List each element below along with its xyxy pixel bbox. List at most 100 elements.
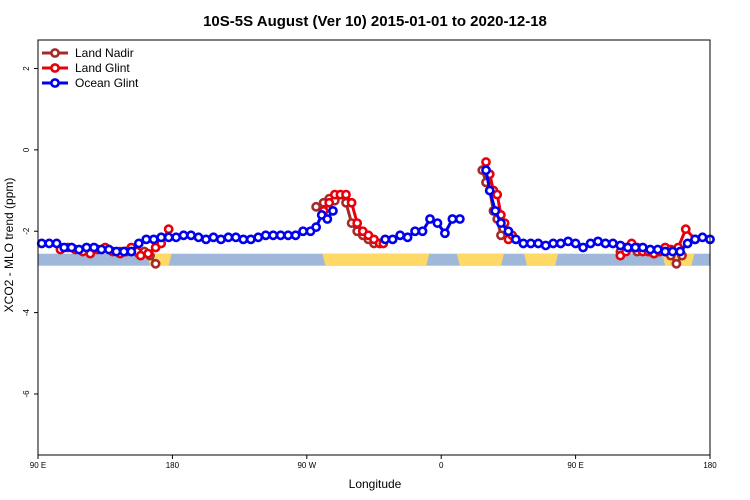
data-point xyxy=(608,238,618,249)
legend-marker xyxy=(50,63,60,73)
y-tick-label: -6 xyxy=(22,390,31,398)
data-point xyxy=(417,226,428,237)
data-point xyxy=(150,258,161,269)
data-point xyxy=(133,238,144,249)
legend-label: Land Nadir xyxy=(75,46,134,60)
data-point xyxy=(341,189,351,200)
x-tick-label: 180 xyxy=(703,461,717,470)
data-point xyxy=(51,238,62,249)
data-point xyxy=(387,234,398,245)
series-ocean-glint xyxy=(36,165,715,257)
data-point xyxy=(622,242,633,253)
data-point xyxy=(533,238,544,249)
data-point xyxy=(311,201,322,212)
data-point xyxy=(615,240,626,251)
data-point xyxy=(496,218,506,228)
data-point xyxy=(89,242,99,253)
data-point xyxy=(171,232,182,243)
data-point xyxy=(540,240,551,251)
chart-title: 10S-5S August (Ver 10) 2015-01-01 to 202… xyxy=(203,13,547,30)
data-point xyxy=(425,214,435,224)
data-point xyxy=(682,238,693,249)
data-point xyxy=(555,238,566,249)
data-point xyxy=(352,218,363,228)
data-point xyxy=(59,242,70,253)
data-point xyxy=(637,242,648,253)
data-point xyxy=(548,238,559,249)
data-point xyxy=(697,232,708,243)
data-point xyxy=(593,236,603,247)
data-point xyxy=(496,230,506,241)
data-point xyxy=(484,185,495,196)
data-point xyxy=(380,234,391,245)
data-point xyxy=(447,214,458,224)
data-point xyxy=(440,228,450,239)
data-point xyxy=(104,244,114,255)
data-point xyxy=(600,238,611,249)
data-point xyxy=(322,214,333,224)
land-band-segment xyxy=(456,253,504,266)
data-point xyxy=(652,244,663,255)
data-point xyxy=(503,226,514,237)
data-point xyxy=(156,232,167,243)
data-point xyxy=(671,258,682,269)
data-point xyxy=(143,248,154,259)
data-point xyxy=(395,230,406,241)
data-point xyxy=(230,232,241,243)
data-point xyxy=(216,234,226,245)
data-point xyxy=(311,222,322,233)
data-point xyxy=(346,197,357,208)
legend-label: Land Glint xyxy=(75,61,130,75)
data-point xyxy=(66,242,77,253)
x-axis-label: Longitude xyxy=(349,477,402,491)
plot-area xyxy=(36,157,715,269)
data-point xyxy=(275,230,286,241)
data-point xyxy=(163,224,174,235)
data-point xyxy=(126,246,137,257)
data-point xyxy=(36,238,47,249)
data-point xyxy=(328,205,338,216)
y-tick-label: 0 xyxy=(22,147,31,152)
data-point xyxy=(148,234,159,245)
data-point xyxy=(324,197,335,208)
data-point xyxy=(578,242,588,253)
land-band-segment xyxy=(322,253,398,266)
data-point xyxy=(563,236,574,247)
x-tick-label: 90 E xyxy=(30,461,46,470)
data-point xyxy=(675,246,686,257)
data-point xyxy=(268,230,279,241)
data-point xyxy=(630,242,641,253)
data-point xyxy=(193,232,204,243)
data-point xyxy=(96,244,107,255)
data-point xyxy=(81,242,92,253)
y-tick-label: -2 xyxy=(22,227,31,235)
data-point xyxy=(454,214,465,224)
data-point xyxy=(510,234,521,245)
data-point xyxy=(525,238,536,249)
plot-frame xyxy=(37,39,711,456)
data-point xyxy=(135,250,146,261)
data-point xyxy=(492,189,503,200)
data-point xyxy=(111,246,122,257)
data-point xyxy=(118,246,129,257)
data-point xyxy=(518,238,529,249)
x-tick-label: 0 xyxy=(439,461,444,470)
data-point xyxy=(245,234,256,245)
data-point xyxy=(645,244,656,255)
y-axis-label: XCO2 - MLO trend (ppm) xyxy=(2,178,16,313)
data-point xyxy=(290,230,301,241)
data-point xyxy=(283,230,294,241)
data-point xyxy=(208,232,219,243)
legend-marker xyxy=(50,78,60,88)
x-tick-label: 90 E xyxy=(567,461,583,470)
data-point xyxy=(74,244,84,255)
data-point xyxy=(238,234,249,245)
data-point xyxy=(410,226,420,237)
data-point xyxy=(570,238,581,249)
x-tick-label: 90 W xyxy=(297,461,316,470)
data-point xyxy=(432,218,443,228)
data-point xyxy=(186,230,196,241)
land-band-segment xyxy=(391,253,430,266)
y-tick-label: -4 xyxy=(22,308,31,316)
